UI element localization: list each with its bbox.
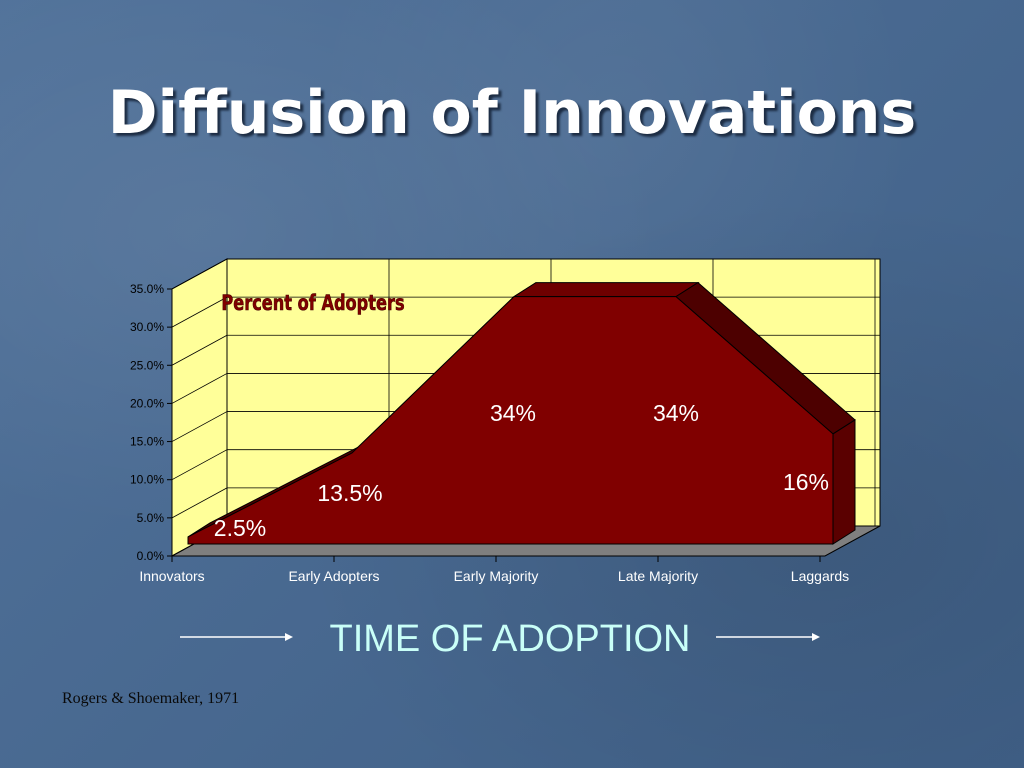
- slide-title: Diffusion of Innovations: [107, 78, 917, 148]
- data-label: 34%: [490, 400, 536, 426]
- y-tick-label: 5.0%: [137, 511, 165, 525]
- data-label: 34%: [653, 400, 699, 426]
- x-tick-label: Early Adopters: [288, 568, 379, 584]
- area-front-face: [187, 296, 834, 545]
- data-labels: 2.5% 13.5% 34% 34% 16%: [214, 400, 829, 541]
- y-tick-label: 35.0%: [130, 282, 164, 296]
- gridline-side: [171, 334, 228, 366]
- area-right-face: [832, 419, 856, 545]
- y-tick-label: 15.0%: [130, 435, 164, 449]
- left-arrow-head: [285, 633, 293, 641]
- gridline-side: [171, 258, 228, 290]
- x-axis-caption: TIME OF ADOPTION: [329, 618, 691, 660]
- chart-title: Percent of Adopters: [221, 291, 404, 316]
- y-tick-label: 0.0%: [137, 549, 165, 563]
- adopters-area: [187, 281, 856, 545]
- y-tick-label: 30.0%: [130, 320, 164, 334]
- gridline-side: [171, 411, 228, 442]
- y-tick-label: 20.0%: [130, 396, 164, 410]
- citation: Rogers & Shoemaker, 1971: [62, 690, 240, 707]
- x-tick-label: Late Majority: [618, 568, 698, 584]
- data-label: 16%: [783, 469, 829, 495]
- x-tick-label: Early Majority: [454, 568, 539, 584]
- right-arrow-head: [812, 633, 820, 641]
- area-top-face: [512, 282, 700, 298]
- gridline-side: [171, 296, 228, 328]
- x-tick-label: Laggards: [791, 568, 849, 584]
- data-label: 13.5%: [317, 480, 382, 506]
- gridline-side: [171, 449, 228, 481]
- y-tick-label: 10.0%: [130, 473, 164, 487]
- gridline-side: [171, 487, 228, 519]
- gridline-side: [171, 373, 228, 404]
- plot-side-wall: [171, 258, 228, 557]
- y-tick-label: 25.0%: [130, 358, 164, 372]
- x-tick-label: Innovators: [139, 568, 204, 584]
- axes: 0.0% 5.0% 10.0% 15.0% 20.0% 25.0% 30.0% 35.0% In…: [130, 282, 849, 584]
- data-label: 2.5%: [214, 515, 266, 541]
